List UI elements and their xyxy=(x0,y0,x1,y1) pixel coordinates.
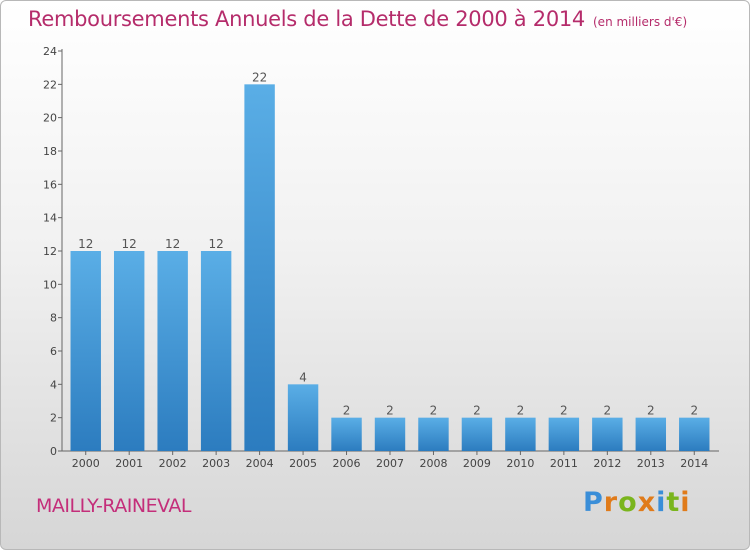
bar xyxy=(244,84,275,451)
x-tick-label: 2001 xyxy=(115,457,143,470)
logo-letter: P xyxy=(583,487,604,518)
y-tick-label: 8 xyxy=(50,312,57,325)
data-label: 12 xyxy=(78,237,93,251)
x-tick-label: 2013 xyxy=(637,457,665,470)
y-tick-label: 10 xyxy=(43,278,57,291)
logo-letter: i xyxy=(656,487,667,518)
bar xyxy=(374,417,406,451)
bar xyxy=(679,417,710,451)
chart-bars xyxy=(70,84,710,451)
x-tick-label: 2010 xyxy=(506,457,534,470)
x-tick-label: 2007 xyxy=(376,457,404,470)
commune-name: MAILLY-RAINEVAL xyxy=(36,495,191,517)
x-tick-label: 2012 xyxy=(593,457,621,470)
x-tick-label: 2006 xyxy=(333,457,361,470)
logo-letter: r xyxy=(603,487,619,518)
x-tick-label: 2005 xyxy=(289,457,317,470)
chart-title-text: Remboursements Annuels de la Dette de 20… xyxy=(28,7,585,31)
x-tick-label: 2000 xyxy=(72,457,100,470)
bar xyxy=(635,417,667,451)
x-tick-label: 2008 xyxy=(419,457,447,470)
data-label: 12 xyxy=(165,237,180,251)
y-tick-label: 16 xyxy=(43,178,57,191)
data-label: 2 xyxy=(473,404,481,418)
y-tick-label: 20 xyxy=(43,112,57,125)
bar xyxy=(113,251,145,451)
bar xyxy=(157,251,188,451)
data-label: 2 xyxy=(604,404,612,418)
y-tick-label: 12 xyxy=(43,245,57,258)
data-label: 22 xyxy=(252,70,267,84)
y-tick-label: 22 xyxy=(43,78,57,91)
bar xyxy=(461,417,493,451)
bar xyxy=(287,384,319,451)
x-tick-label: 2002 xyxy=(159,457,187,470)
bar xyxy=(70,251,101,451)
bar xyxy=(331,417,362,451)
data-label: 2 xyxy=(430,404,438,418)
x-tick-label: 2004 xyxy=(246,457,274,470)
data-label: 2 xyxy=(690,404,698,418)
data-label: 12 xyxy=(208,237,223,251)
y-tick-label: 2 xyxy=(50,412,57,425)
logo-letter: x xyxy=(637,487,657,518)
x-tick-label: 2014 xyxy=(680,457,708,470)
bar xyxy=(592,417,623,451)
x-tick-label: 2011 xyxy=(550,457,578,470)
y-tick-label: 18 xyxy=(43,145,57,158)
data-label: 4 xyxy=(299,370,307,384)
x-tick-label: 2003 xyxy=(202,457,230,470)
y-tick-label: 6 xyxy=(50,345,57,358)
bar xyxy=(200,251,232,451)
y-tick-label: 14 xyxy=(43,212,57,225)
data-label: 2 xyxy=(647,404,655,418)
bar xyxy=(548,417,580,451)
logo-letter: t xyxy=(666,487,681,518)
chart-subtitle: (en milliers d'€) xyxy=(593,15,688,29)
y-tick-label: 0 xyxy=(50,445,57,458)
data-label: 2 xyxy=(560,404,568,418)
logo-letter: i xyxy=(680,487,691,518)
data-label: 2 xyxy=(343,404,351,418)
y-tick-label: 24 xyxy=(43,45,57,58)
x-tick-label: 2009 xyxy=(463,457,491,470)
logo-letter: o xyxy=(618,487,638,518)
data-label: 2 xyxy=(386,404,394,418)
bar xyxy=(418,417,449,451)
chart-title: Remboursements Annuels de la Dette de 20… xyxy=(28,7,687,31)
data-label: 12 xyxy=(122,237,137,251)
y-tick-label: 4 xyxy=(50,378,57,391)
bar xyxy=(505,417,536,451)
data-label: 2 xyxy=(517,404,525,418)
proxiti-logo: Proxiti xyxy=(583,487,691,518)
